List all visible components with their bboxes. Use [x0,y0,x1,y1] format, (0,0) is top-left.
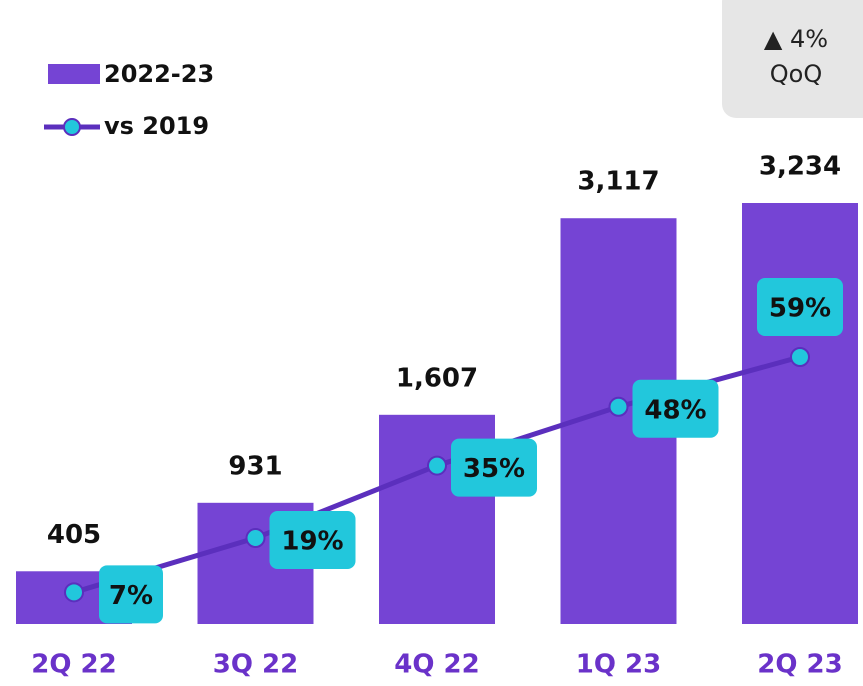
x-tick-label: 2Q 22 [31,650,116,680]
bar-value-label: 3,117 [577,167,659,197]
x-tick-label: 3Q 22 [213,650,298,680]
line-label-box [451,438,537,497]
bar-value-label: 1,607 [396,363,478,393]
line-label-box [99,565,163,624]
line-marker [608,396,629,417]
line-value-label: 7% [109,581,153,611]
line-marker [64,582,84,603]
qoq-value: ▲ 4% [764,25,828,53]
legend-marker [63,118,81,136]
bar-value-label: 3,234 [759,152,841,182]
line-label-box [632,379,719,438]
line-value-label: 35% [463,454,525,484]
line-value-label: 19% [281,527,343,557]
x-tick-label: 4Q 22 [394,650,479,680]
legend-label: 2022-23 [104,60,214,88]
x-tick-label: 2Q 23 [757,650,842,680]
legend-swatch [48,64,100,84]
line-marker [245,528,266,549]
qoq-badge [722,0,863,118]
line-label-box [757,278,843,336]
legend-label: vs 2019 [104,112,209,140]
line-marker [790,347,810,367]
bar-value-label: 931 [228,451,282,481]
line-value-label: 59% [769,294,831,324]
qoq-label: QoQ [770,60,822,88]
x-tick-label: 1Q 23 [576,650,661,680]
line-label-box [269,511,356,570]
line-value-label: 48% [644,395,706,425]
bar [742,203,858,624]
line-marker [427,455,447,476]
bar-value-label: 405 [47,520,101,550]
